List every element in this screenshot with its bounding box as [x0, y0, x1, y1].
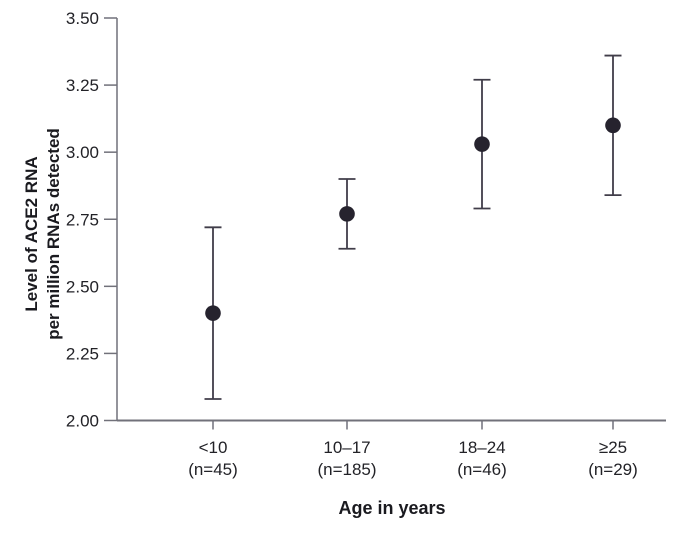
y-tick-label: 2.25: [66, 344, 99, 363]
y-tick-label: 3.00: [66, 143, 99, 162]
y-axis-title-line2: per million RNAs detected: [44, 128, 63, 340]
y-axis: 2.00 2.25 2.50 2.75 3.00 3.25 3.50: [66, 9, 118, 431]
y-tick-label: 2.00: [66, 412, 99, 431]
x-category-label: ≥25: [599, 438, 627, 457]
x-axis: <10 (n=45) 10–17 (n=185) 18–24 (n=46) ≥25 (n=29…: [117, 419, 666, 479]
y-tick-label: 3.50: [66, 9, 99, 28]
x-category-count: (n=29): [588, 460, 638, 479]
data-point-dot: [605, 117, 621, 134]
y-tick-label: 2.75: [66, 210, 99, 229]
x-axis-title: Age in years: [338, 498, 445, 518]
data-point-dot: [205, 305, 221, 321]
x-category-count: (n=46): [457, 460, 507, 479]
y-tick-label: 2.50: [66, 277, 99, 296]
y-tick-label: 3.25: [66, 76, 99, 95]
error-bar-series: [204, 54, 622, 400]
data-point-dot: [474, 136, 490, 152]
y-axis-title-line1: Level of ACE2 RNA: [22, 156, 41, 311]
data-point-dot: [339, 206, 355, 222]
x-category-count: (n=45): [188, 460, 238, 479]
x-category-count: (n=185): [317, 460, 376, 479]
x-category-label: <10: [199, 438, 228, 457]
x-category-label: 10–17: [323, 438, 370, 457]
x-category-label: 18–24: [458, 438, 505, 457]
